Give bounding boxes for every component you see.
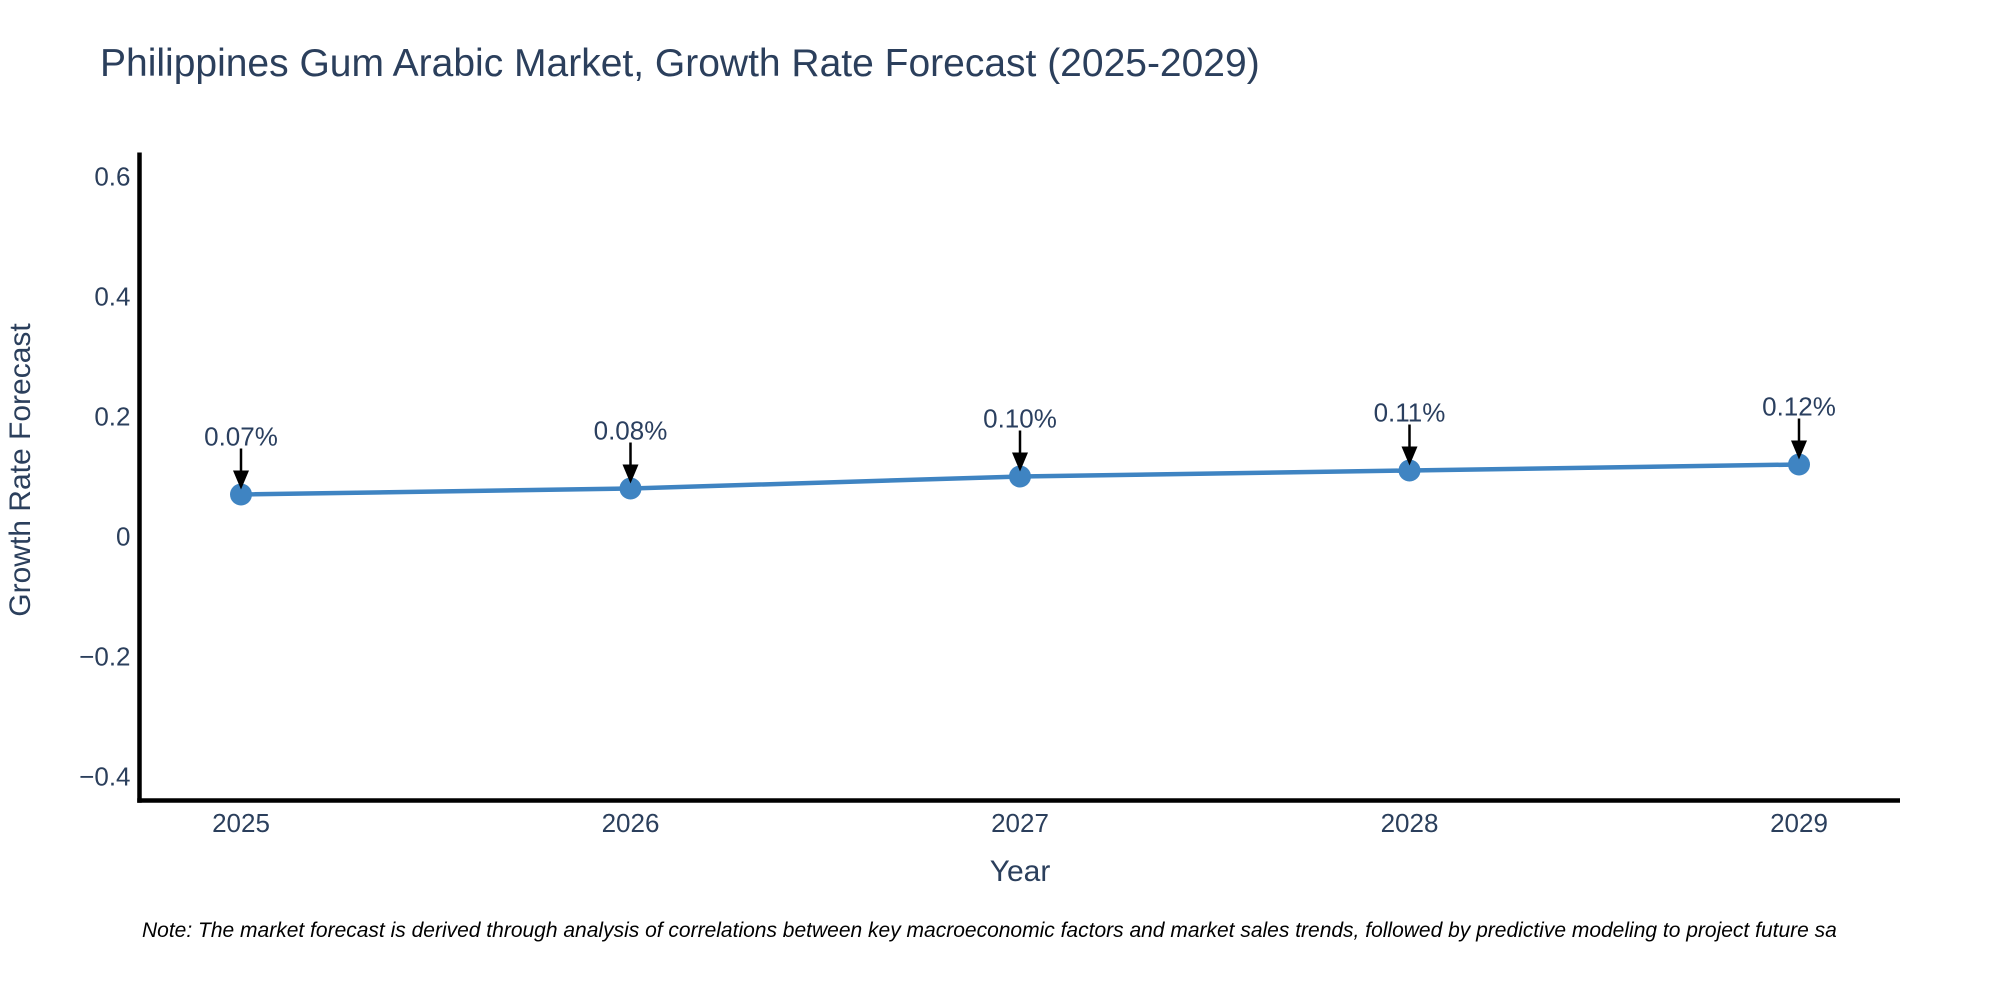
annotation-label: 0.11%: [1374, 398, 1446, 428]
growth-rate-line-chart: 0.6 0.4 0.2 0 −0.2 −0.4 2025 2026 2027 2028 2029 Ye…: [4, 152, 1900, 888]
x-tick-label: 2026: [602, 808, 660, 838]
y-tick-label: 0.2: [94, 402, 130, 432]
annotation-arrowhead-icon: [233, 470, 249, 490]
x-tick-label: 2028: [1381, 808, 1439, 838]
data-point-marker: [1009, 465, 1031, 488]
y-tick-label: 0: [116, 522, 130, 552]
x-tick-label: 2029: [1770, 808, 1828, 838]
chart-title: Philippines Gum Arabic Market, Growth Ra…: [100, 42, 1260, 85]
annotation-label: 0.08%: [594, 416, 668, 446]
annotation-label: 0.07%: [204, 422, 278, 452]
y-axis-title: Growth Rate Forecast: [4, 323, 37, 617]
data-point-marker: [1398, 459, 1421, 482]
y-tick-label: −0.2: [79, 642, 130, 672]
x-tick-label: 2027: [991, 808, 1049, 838]
y-tick-label: 0.6: [94, 162, 130, 192]
annotation-arrowhead-icon: [1012, 452, 1028, 472]
data-point-marker: [1788, 453, 1810, 476]
y-tick-label: 0.4: [94, 282, 130, 312]
x-axis-title: Year: [990, 855, 1051, 888]
annotation-arrowhead-icon: [1401, 446, 1418, 466]
chart-footnote: Note: The market forecast is derived thr…: [142, 919, 1837, 942]
data-point-marker: [619, 477, 642, 500]
data-point-marker: [230, 483, 252, 506]
y-tick-label: −0.4: [79, 762, 130, 792]
x-tick-label: 2025: [212, 808, 270, 838]
annotation-label: 0.10%: [983, 404, 1057, 434]
annotation-arrowhead-icon: [1791, 440, 1807, 460]
annotation-label: 0.12%: [1762, 392, 1836, 422]
annotation-arrowhead-icon: [622, 464, 639, 484]
